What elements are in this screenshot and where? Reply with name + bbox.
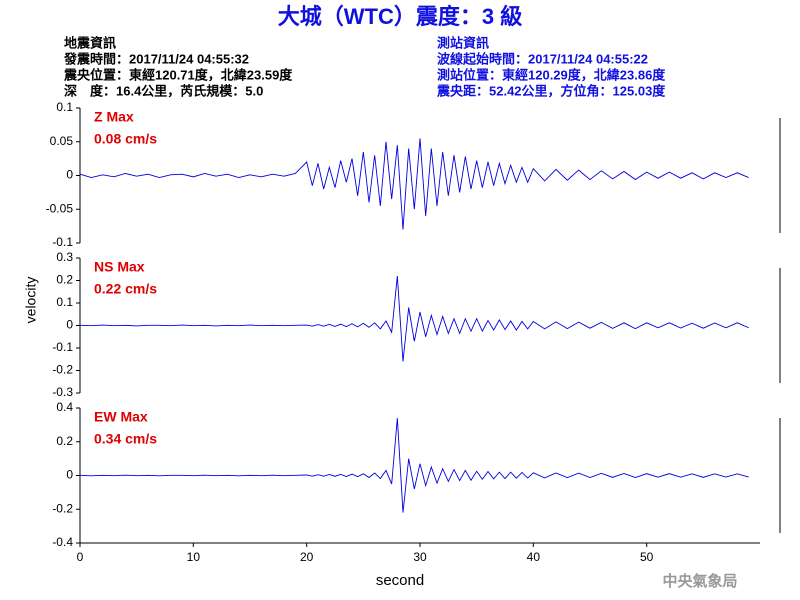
y-tick-label: 0	[66, 168, 73, 182]
quake-info-line: 深 度：16.4公里，芮氏規模：5.0	[64, 83, 263, 98]
x-tick-label: 30	[413, 550, 427, 564]
y-tick-label: -0.3	[52, 385, 73, 399]
station-info-line: 波線起始時間：2017/11/24 04:55:22	[437, 51, 648, 66]
channel-max-label: 0.34 cm/s	[94, 431, 157, 447]
x-tick-label: 10	[187, 550, 201, 564]
channel-label: Z Max	[94, 109, 134, 125]
channel-label: EW Max	[94, 409, 148, 425]
y-tick-label: 0.05	[50, 134, 74, 148]
station-info-line: 測站資訊	[437, 35, 489, 50]
y-tick-label: 0.2	[56, 273, 73, 287]
quake-info-line: 發震時間：2017/11/24 04:55:32	[63, 51, 249, 66]
x-tick-label: 50	[640, 550, 654, 564]
page-title: 大城（WTC）震度：3 級	[278, 4, 522, 29]
y-axis-label: velocity	[23, 277, 39, 324]
y-tick-label: -0.1	[52, 340, 73, 354]
channel-max-label: 0.08 cm/s	[94, 131, 157, 147]
y-tick-label: 0	[66, 468, 73, 482]
quake-info-line: 震央位置：東經120.71度，北緯23.59度	[63, 67, 293, 82]
channel-label: NS Max	[94, 259, 145, 275]
quake-info-line: 地震資訊	[64, 35, 116, 50]
y-tick-label: -0.05	[46, 201, 74, 215]
station-info-line: 震央距：52.42公里，方位角：125.03度	[436, 83, 666, 98]
x-tick-label: 20	[300, 550, 314, 564]
station-info-line: 測站位置：東經120.29度，北緯23.86度	[437, 67, 666, 82]
y-tick-label: -0.2	[52, 363, 73, 377]
channel-max-label: 0.22 cm/s	[94, 281, 157, 297]
y-tick-label: 0.2	[56, 434, 73, 448]
footer-credit: 中央氣象局	[662, 572, 737, 590]
y-tick-label: 0.1	[56, 295, 73, 309]
x-tick-label: 0	[77, 550, 84, 564]
y-tick-label: 0	[66, 318, 73, 332]
y-tick-label: 0.4	[56, 400, 73, 414]
waveform	[79, 275, 749, 362]
y-tick-label: 0.3	[56, 250, 73, 264]
waveform	[79, 418, 749, 513]
x-axis-label: second	[376, 572, 424, 589]
y-tick-label: -0.4	[52, 535, 73, 549]
y-tick-label: 0.1	[56, 100, 73, 114]
y-tick-label: -0.1	[52, 235, 73, 249]
waveform	[79, 138, 749, 230]
y-tick-label: -0.2	[52, 501, 73, 515]
x-tick-label: 40	[527, 550, 541, 564]
